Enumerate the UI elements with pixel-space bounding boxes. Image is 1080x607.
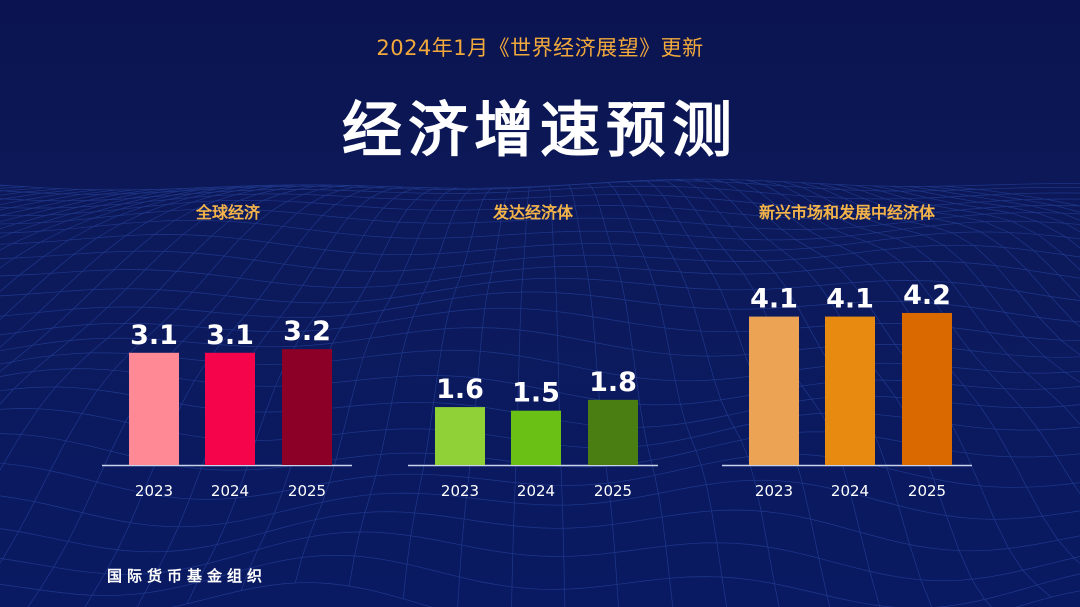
data-label-global-2024: 3.1 xyxy=(206,320,254,351)
data-label-advanced-2025: 1.8 xyxy=(589,367,637,398)
panel-title-global: 全球经济 xyxy=(195,203,260,222)
bar-emerging-2023 xyxy=(749,316,799,465)
subtitle: 2024年1月《世界经济展望》更新 xyxy=(376,36,704,60)
data-label-advanced-2023: 1.6 xyxy=(436,374,484,405)
data-label-emerging-2025: 4.2 xyxy=(903,280,951,311)
tick-label-advanced-2024: 2024 xyxy=(517,482,555,500)
bar-emerging-2025 xyxy=(902,312,952,465)
bar-advanced-2023 xyxy=(435,407,485,465)
tick-label-emerging-2024: 2024 xyxy=(831,482,869,500)
tick-label-emerging-2023: 2023 xyxy=(755,482,793,500)
data-label-global-2025: 3.2 xyxy=(283,316,331,347)
bar-emerging-2024 xyxy=(825,316,875,465)
panel-title-advanced: 发达经济体 xyxy=(492,203,573,222)
tick-label-global-2024: 2024 xyxy=(211,482,249,500)
tick-label-advanced-2023: 2023 xyxy=(441,482,479,500)
bar-global-2024 xyxy=(205,352,255,465)
data-label-advanced-2024: 1.5 xyxy=(512,378,560,409)
tick-label-global-2023: 2023 xyxy=(135,482,173,500)
bar-advanced-2025 xyxy=(588,399,638,465)
data-label-emerging-2024: 4.1 xyxy=(826,284,874,315)
tick-label-global-2025: 2025 xyxy=(288,482,326,500)
bar-global-2023 xyxy=(129,352,179,465)
data-label-emerging-2023: 4.1 xyxy=(750,284,798,315)
source-footer: 国际货币基金组织 xyxy=(107,567,268,585)
data-label-global-2023: 3.1 xyxy=(130,320,178,351)
tick-label-emerging-2025: 2025 xyxy=(908,482,946,500)
tick-label-advanced-2025: 2025 xyxy=(594,482,632,500)
bar-advanced-2024 xyxy=(511,410,561,465)
bar-global-2025 xyxy=(282,349,332,465)
panel-title-emerging: 新兴市场和发展中经济体 xyxy=(758,203,935,222)
page-title: 经济增速预测 xyxy=(342,96,738,166)
